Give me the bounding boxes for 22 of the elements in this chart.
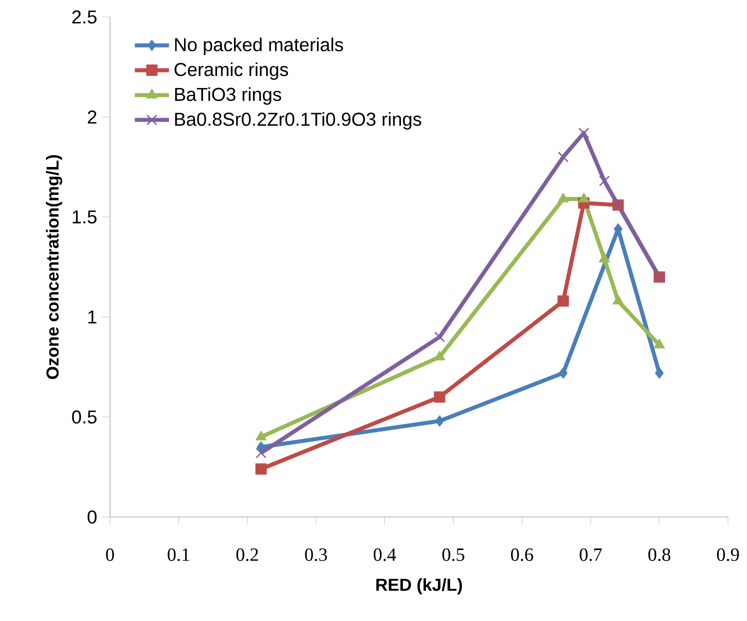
legend-label: Ceramic rings	[174, 62, 288, 80]
x-tick-label: 0.9	[717, 548, 739, 562]
y-tick-label: 2	[88, 110, 96, 124]
x-tick-label: 0	[106, 548, 114, 561]
legend-label: BaTiO3 rings	[175, 87, 282, 105]
legend-label: Ba0.8Sr0.2Zr0.1Ti0.9O3 rings	[175, 112, 422, 130]
x-tick-label: 0.7	[580, 548, 602, 562]
y-tick-label: 1	[88, 310, 96, 324]
x-tick-label: 0.5	[442, 548, 464, 562]
y-tick-label: 0.5	[72, 410, 97, 424]
legend-label: No packed materials	[175, 38, 344, 55]
y-tick-label: 2.5	[72, 10, 97, 24]
x-tick-label: 0.3	[305, 548, 327, 562]
x-tick-label: 0.2	[236, 548, 258, 562]
x-tick-label: 0.4	[374, 548, 396, 562]
y-axis-title: Ozone concentration(mg/L)	[46, 155, 62, 379]
x-tick-label: 0.1	[168, 548, 190, 562]
x-tick-label: 0.6	[511, 548, 534, 562]
y-tick-label: 1.5	[72, 210, 97, 224]
y-tick-label: 0	[88, 510, 97, 524]
x-axis-title: RED (kJ/L)	[376, 578, 462, 594]
x-tick-label: 0.8	[648, 548, 670, 562]
